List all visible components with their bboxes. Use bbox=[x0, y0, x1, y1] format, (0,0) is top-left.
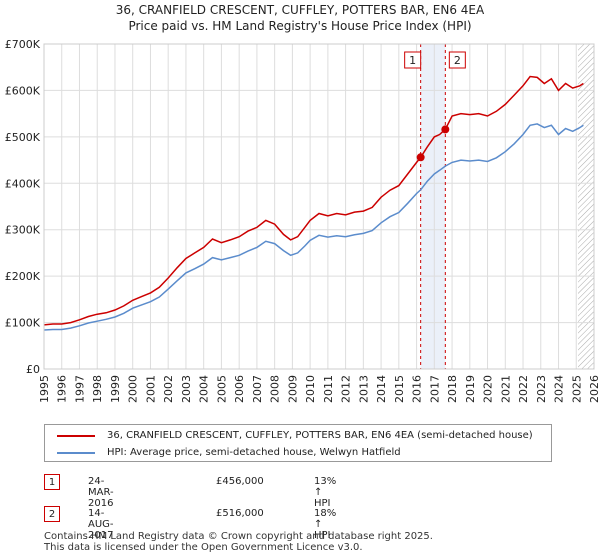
x-tick-label: 2013 bbox=[357, 375, 370, 403]
sale-date: 14-AUG-2017 bbox=[88, 508, 114, 541]
x-tick-label: 1997 bbox=[73, 375, 86, 403]
legend-swatch-property bbox=[57, 434, 95, 437]
sale-date: 24-MAR-2016 bbox=[88, 476, 114, 509]
y-tick-label: £200K bbox=[5, 270, 41, 283]
x-tick-label: 2019 bbox=[464, 375, 477, 403]
x-tick-label: 1996 bbox=[56, 375, 69, 403]
x-tick-label: 1999 bbox=[109, 375, 122, 403]
x-tick-label: 2009 bbox=[286, 375, 299, 403]
sale-price: £456,000 bbox=[216, 476, 264, 487]
x-tick-label: 2011 bbox=[322, 375, 335, 403]
footer: Contains HM Land Registry data © Crown c… bbox=[44, 531, 433, 553]
x-tick-label: 2024 bbox=[553, 375, 566, 403]
x-tick-label: 2010 bbox=[304, 375, 317, 403]
x-tick-label: 2025 bbox=[570, 375, 583, 403]
y-tick-label: £700K bbox=[5, 38, 41, 51]
x-tick-label: 2006 bbox=[233, 375, 246, 403]
chart-subtitle: Price paid vs. HM Land Registry's House … bbox=[128, 19, 471, 33]
x-tick-label: 2002 bbox=[162, 375, 175, 403]
sale-period-shade bbox=[420, 44, 446, 369]
x-tick-label: 2008 bbox=[269, 375, 282, 403]
x-tick-label: 1998 bbox=[91, 375, 104, 403]
x-tick-label: 2004 bbox=[198, 375, 211, 403]
x-tick-label: 2015 bbox=[393, 375, 406, 403]
sale-point bbox=[441, 125, 450, 134]
sale-number-badge: 1 bbox=[44, 474, 60, 490]
chart-title: 36, CRANFIELD CRESCENT, CUFFLEY, POTTERS… bbox=[116, 3, 485, 17]
legend-item-hpi: HPI: Average price, semi-detached house,… bbox=[57, 447, 401, 458]
plot-frame bbox=[43, 43, 595, 370]
y-tick-label: £500K bbox=[5, 131, 41, 144]
plot-area: £0 £100K £200K £300K £400K £500K £600K £700K 199… bbox=[5, 38, 600, 403]
legend-label-hpi: HPI: Average price, semi-detached house,… bbox=[107, 447, 401, 458]
forecast-hatch bbox=[578, 44, 594, 369]
sale-hpi-change: 13% ↑ HPI bbox=[314, 476, 337, 509]
legend-swatch-hpi bbox=[57, 451, 95, 454]
y-tick-label: £600K bbox=[5, 84, 41, 97]
x-tick-label: 2017 bbox=[428, 375, 441, 403]
x-tick-label: 2003 bbox=[180, 375, 193, 403]
x-tick-label: 2016 bbox=[411, 375, 424, 403]
y-tick-label: £100K bbox=[5, 317, 41, 330]
sale-point bbox=[416, 153, 425, 162]
property-price-line bbox=[43, 75, 584, 326]
x-tick-label: 2026 bbox=[588, 375, 600, 403]
x-tick-label: 2023 bbox=[535, 375, 548, 403]
x-tick-label: 2012 bbox=[340, 375, 353, 403]
footer-license: This data is licensed under the Open Gov… bbox=[44, 542, 363, 553]
price-chart: 36, CRANFIELD CRESCENT, CUFFLEY, POTTERS… bbox=[5, 3, 600, 403]
x-tick-label: 2014 bbox=[375, 375, 388, 403]
sale-label: 1 bbox=[409, 54, 416, 67]
x-tick-label: 2022 bbox=[517, 375, 530, 403]
sale-price: £516,000 bbox=[216, 508, 264, 519]
sale-number-badge: 2 bbox=[44, 506, 60, 522]
x-tick-label: 1995 bbox=[38, 375, 51, 403]
footer-copyright: Contains HM Land Registry data © Crown c… bbox=[44, 531, 433, 542]
x-tick-label: 2000 bbox=[127, 375, 140, 403]
sale-label-box bbox=[448, 51, 466, 69]
x-tick-label: 2021 bbox=[499, 375, 512, 403]
sale-hpi-change: 18% ↑ HPI bbox=[314, 508, 337, 541]
hpi-line bbox=[43, 123, 584, 331]
x-tick-label: 2018 bbox=[446, 375, 459, 403]
legend-label-property: 36, CRANFIELD CRESCENT, CUFFLEY, POTTERS… bbox=[107, 430, 533, 441]
x-tick-label: 2005 bbox=[215, 375, 228, 403]
x-tick-label: 2007 bbox=[251, 375, 264, 403]
x-tick-label: 2020 bbox=[482, 375, 495, 403]
x-tick-label: 2001 bbox=[144, 375, 157, 403]
sale-label-box bbox=[404, 51, 422, 69]
y-tick-label: £400K bbox=[5, 177, 41, 190]
sale-label: 2 bbox=[454, 54, 461, 67]
legend: 36, CRANFIELD CRESCENT, CUFFLEY, POTTERS… bbox=[44, 424, 552, 462]
plot-background bbox=[44, 44, 594, 369]
legend-item-property: 36, CRANFIELD CRESCENT, CUFFLEY, POTTERS… bbox=[57, 430, 533, 441]
y-tick-label: £300K bbox=[5, 224, 41, 237]
y-tick-label: £0 bbox=[26, 363, 40, 376]
